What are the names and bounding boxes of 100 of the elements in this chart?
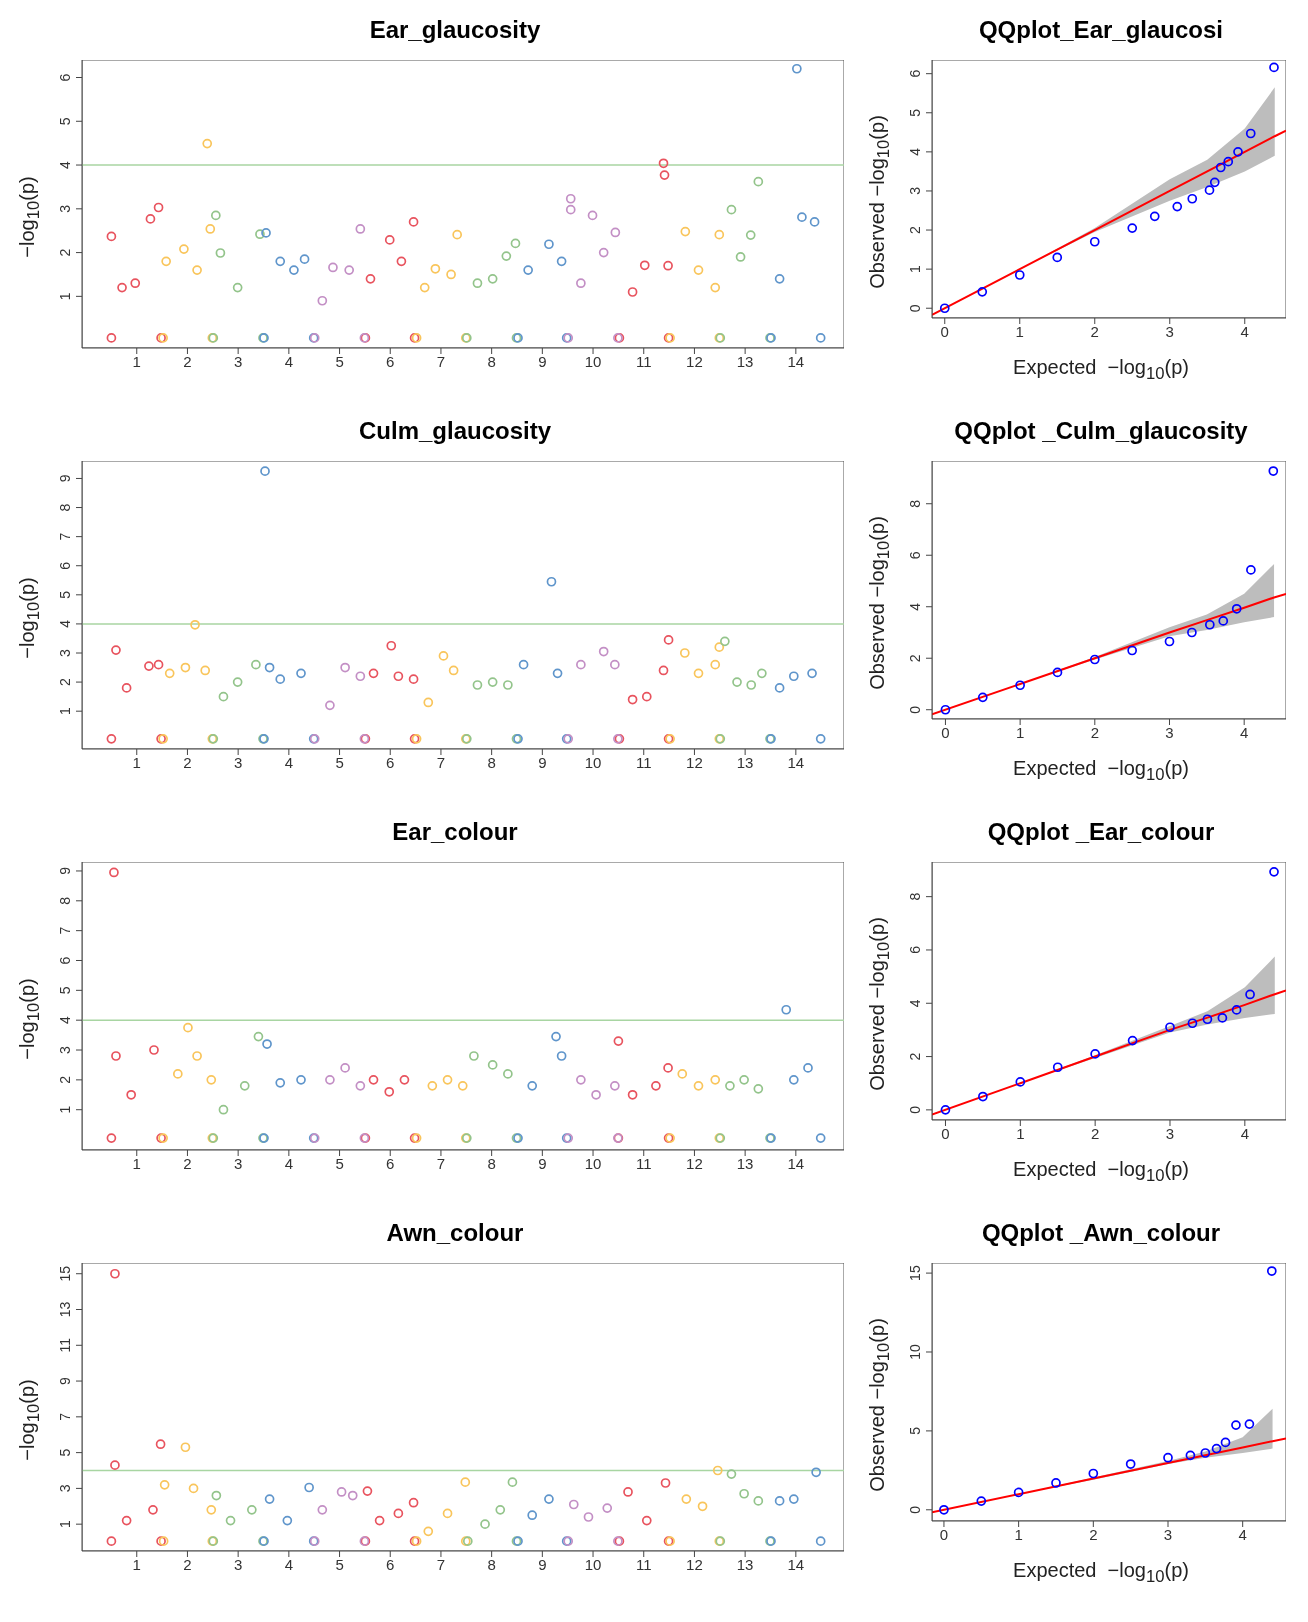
y-tick-label: 6 <box>907 69 923 78</box>
point <box>815 1536 826 1547</box>
point <box>218 691 229 702</box>
x-tick-label: 6 <box>386 1555 395 1573</box>
x-tick-label: 4 <box>1240 1124 1250 1142</box>
point <box>317 295 328 306</box>
x-tick-label: 9 <box>538 1555 547 1573</box>
point <box>480 1519 490 1530</box>
point <box>753 1083 764 1094</box>
x-axis-title: Expected −log$_{10}$(p) <box>1012 1158 1190 1186</box>
point <box>940 704 951 715</box>
point <box>384 1086 395 1097</box>
point <box>587 210 598 221</box>
y-tick-label: 13 <box>57 1301 73 1318</box>
point <box>527 1510 538 1521</box>
x-tick-label: 3 <box>233 1154 243 1172</box>
point <box>1185 1450 1196 1461</box>
point <box>206 1075 217 1085</box>
point <box>172 1069 183 1079</box>
point <box>275 674 286 685</box>
x-tick-label: 1 <box>1014 1525 1023 1543</box>
point <box>1269 867 1279 877</box>
y-tick-label: 4 <box>907 602 923 611</box>
x-tick-label: 1 <box>132 352 141 370</box>
point <box>781 1004 792 1015</box>
point <box>1052 1062 1063 1073</box>
point <box>753 176 764 187</box>
point <box>792 63 802 74</box>
point <box>1215 162 1226 173</box>
x-tick-label: 1 <box>1015 723 1025 741</box>
point <box>1187 193 1198 204</box>
point <box>495 1505 506 1515</box>
point <box>232 282 243 293</box>
x-tick-label: 5 <box>335 1555 344 1573</box>
point <box>225 1515 236 1526</box>
point <box>317 1505 328 1515</box>
point <box>693 668 704 679</box>
x-tick-label: 14 <box>787 753 805 771</box>
y-tick-label: 4 <box>57 160 73 169</box>
point <box>610 227 621 238</box>
x-tick-label: 13 <box>736 1555 754 1573</box>
chart-title: Ear_colour <box>391 817 519 847</box>
point <box>659 170 670 180</box>
x-tick-label: 4 <box>284 1555 294 1573</box>
point <box>788 1494 799 1504</box>
point <box>677 1069 688 1079</box>
y-tick-label: 5 <box>57 1448 73 1457</box>
y-tick-label: 3 <box>907 186 923 195</box>
point <box>551 1031 561 1042</box>
point <box>1204 185 1215 196</box>
point <box>598 646 609 657</box>
x-tick-label: 2 <box>183 352 192 370</box>
point <box>1231 1420 1241 1430</box>
x-tick-label: 2 <box>1089 1525 1098 1543</box>
x-tick-label: 5 <box>335 753 344 771</box>
y-tick-label: 8 <box>907 499 923 508</box>
point <box>427 1080 438 1091</box>
x-tick-label: 14 <box>787 1555 805 1573</box>
point <box>446 269 456 280</box>
y-tick-label: 5 <box>57 986 73 995</box>
x-tick-label: 3 <box>1165 1124 1175 1142</box>
point <box>109 867 119 878</box>
point <box>408 217 419 227</box>
point <box>1202 1014 1213 1025</box>
point <box>121 683 132 693</box>
x-tick-label: 11 <box>635 1154 652 1172</box>
point <box>368 668 379 679</box>
line-series <box>932 989 1286 1116</box>
y-tick-label: 5 <box>907 108 923 117</box>
point <box>368 1075 379 1085</box>
point <box>261 228 271 238</box>
point <box>253 1031 264 1042</box>
point <box>362 1486 373 1496</box>
y-tick-label: 5 <box>57 117 73 126</box>
x-tick-label: 12 <box>686 753 703 771</box>
point <box>1089 654 1100 665</box>
point <box>726 1469 737 1479</box>
x-tick-label: 6 <box>386 1154 395 1172</box>
point <box>613 1036 624 1046</box>
line-series <box>932 1437 1286 1514</box>
point <box>192 265 202 275</box>
x-tick-label: 0 <box>941 1124 950 1142</box>
point <box>299 254 310 264</box>
point <box>393 1508 404 1519</box>
x-tick-label: 1 <box>132 1555 141 1573</box>
y-tick-label: 15 <box>57 1265 73 1282</box>
y-tick-label: 2 <box>57 677 73 686</box>
point <box>260 466 270 477</box>
point <box>568 1499 579 1510</box>
x-tick-label: 4 <box>284 352 294 370</box>
x-tick-label: 5 <box>335 1154 344 1172</box>
point <box>355 671 366 682</box>
point <box>255 229 265 240</box>
y-tick-label: 6 <box>907 945 923 954</box>
x-tick-label: 0 <box>940 322 949 340</box>
point <box>399 1075 410 1085</box>
point <box>121 1515 132 1526</box>
x-tick-label: 9 <box>538 1154 547 1172</box>
point <box>739 1488 749 1499</box>
point <box>111 645 121 655</box>
